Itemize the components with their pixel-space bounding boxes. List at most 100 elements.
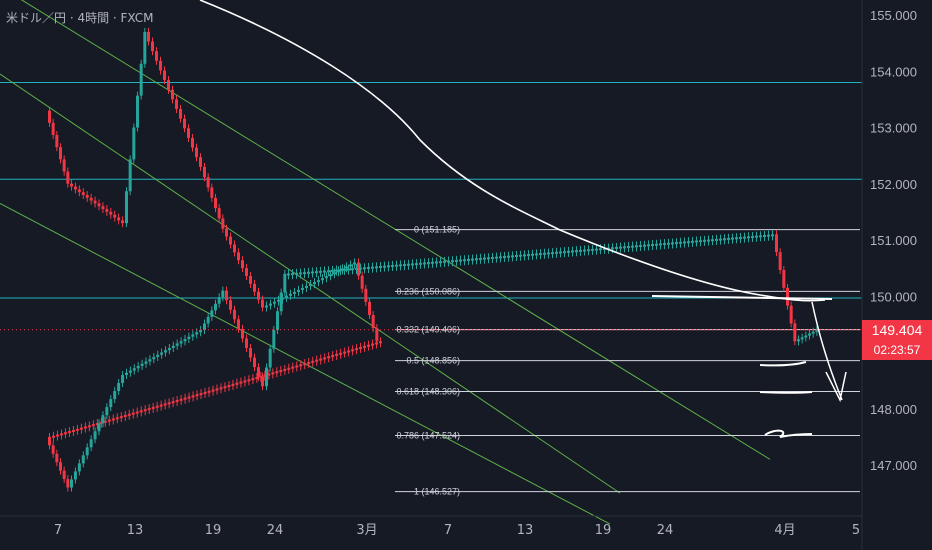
fib-level-label: 0.618 (148.306) — [396, 387, 460, 397]
candle-body — [195, 147, 198, 158]
candle-body — [451, 260, 454, 263]
candle-body — [515, 255, 518, 258]
candle-body — [143, 409, 147, 412]
candle-body — [523, 254, 526, 257]
candle-body — [283, 368, 287, 371]
candle-body — [735, 237, 738, 240]
candle-body — [55, 434, 59, 437]
candle-body — [77, 463, 81, 472]
last-price-tag: 149.404 — [862, 320, 932, 340]
candle-body — [97, 423, 101, 432]
candle-body — [797, 339, 800, 342]
candle-body — [115, 417, 119, 420]
candle-body — [191, 137, 194, 148]
candle-body — [136, 366, 140, 369]
candle-body — [423, 262, 426, 265]
candle-body — [148, 359, 152, 362]
x-tick-label: 13 — [517, 523, 534, 538]
candle-body — [263, 374, 267, 377]
candle-body — [191, 395, 195, 398]
candle-body — [297, 289, 300, 292]
candle-body — [287, 273, 290, 276]
candle-body — [95, 423, 99, 426]
candle-body — [105, 209, 109, 212]
candle-body — [591, 248, 594, 251]
candle-body — [699, 240, 702, 243]
drawn-stroke-2 — [759, 391, 813, 394]
candle-body — [687, 241, 690, 244]
candle-body — [210, 187, 214, 198]
candle-body — [311, 271, 314, 274]
candle-body — [62, 470, 66, 480]
candle-body — [691, 240, 694, 243]
candle-body — [71, 429, 75, 432]
candle-body — [103, 420, 107, 423]
candle-body — [771, 234, 774, 237]
candle-body — [101, 206, 105, 210]
candle-body — [283, 273, 287, 293]
candle-body — [293, 291, 296, 294]
y-tick-label: 151.000 — [870, 233, 917, 248]
candle-body — [261, 299, 264, 308]
candle-body — [519, 254, 522, 257]
candle-body — [249, 276, 252, 284]
candle-body — [325, 276, 328, 279]
candle-body — [59, 462, 62, 471]
candle-body — [132, 127, 136, 160]
candle-body — [144, 361, 148, 364]
candle-body — [555, 251, 558, 254]
candle-body — [567, 250, 570, 253]
y-tick-label: 150.000 — [870, 289, 917, 304]
x-tick-label: 13 — [127, 523, 144, 538]
candle-body — [101, 415, 105, 424]
drawn-resistance-stroke — [651, 295, 833, 300]
candle-body — [147, 31, 150, 42]
candle-body — [399, 264, 402, 267]
candle-body — [199, 330, 203, 333]
candle-body — [491, 256, 494, 259]
candle-body — [303, 363, 307, 366]
candle-body — [291, 273, 294, 276]
candle-body — [327, 356, 331, 359]
candle-body — [51, 122, 55, 135]
candle-body — [214, 197, 217, 209]
candle-body — [323, 357, 327, 360]
candle-body — [335, 353, 339, 356]
candle-body — [59, 147, 62, 160]
candle-body — [375, 342, 379, 345]
y-tick-label: 148.000 — [870, 402, 917, 417]
fib-level-label: 1 (146.527) — [414, 487, 460, 497]
candle-body — [91, 424, 95, 427]
drawn-forecast-arrow — [811, 301, 843, 401]
candle-body — [507, 255, 510, 258]
candle-body — [679, 241, 682, 244]
candle-body — [415, 263, 418, 266]
candle-body — [551, 252, 554, 255]
candle-body — [117, 383, 121, 392]
candle-body — [156, 354, 160, 357]
candle-body — [339, 352, 343, 355]
candle-body — [123, 414, 127, 417]
candle-body — [743, 236, 746, 239]
candle-body — [804, 335, 808, 338]
candle-body — [51, 435, 55, 438]
candle-body — [48, 110, 51, 123]
candle-body — [223, 386, 227, 389]
candle-body — [511, 255, 514, 258]
candle-body — [171, 401, 175, 404]
candle-body — [719, 238, 722, 241]
candle-body — [339, 269, 342, 272]
candle-body — [663, 243, 666, 246]
candle-body — [635, 245, 638, 248]
y-tick-label: 155.000 — [870, 8, 917, 23]
candle-body — [295, 365, 299, 368]
candle-body — [747, 236, 750, 239]
candle-body — [786, 287, 789, 306]
x-tick-label: 4月 — [774, 523, 795, 538]
candle-body — [253, 283, 256, 292]
x-tick-label: 3月 — [356, 523, 377, 538]
y-tick-label: 147.000 — [870, 458, 917, 473]
candle-body — [345, 266, 348, 269]
candle-body — [675, 242, 678, 245]
